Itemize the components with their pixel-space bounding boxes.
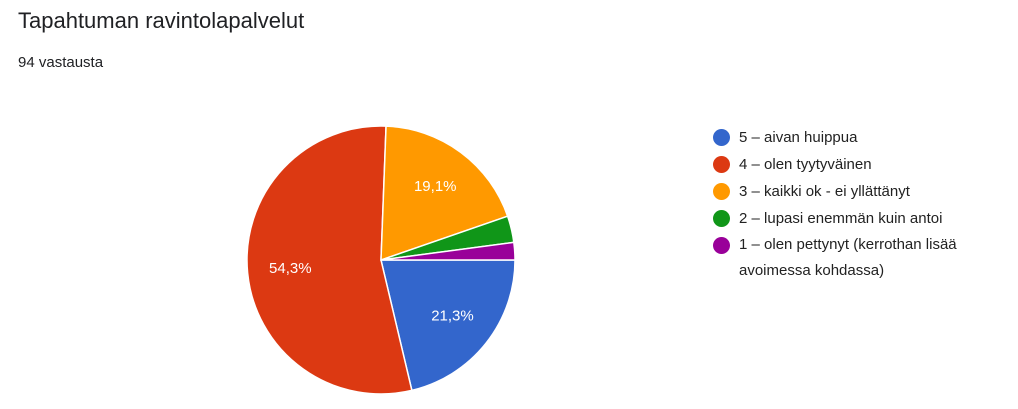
legend-item: 2 – lupasi enemmän kuin antoi bbox=[713, 205, 1013, 232]
legend-label: 2 – lupasi enemmän kuin antoi bbox=[739, 210, 943, 227]
pie-slice bbox=[380, 259, 516, 392]
legend-label: 5 – aivan huippua bbox=[739, 129, 858, 146]
pie-slice bbox=[246, 125, 413, 395]
pie-slice bbox=[380, 241, 516, 261]
legend-item: 3 – kaikki ok - ei yllättänyt bbox=[713, 178, 1013, 205]
legend-label: 1 – olen pettynyt (kerrothan lisää avoim… bbox=[739, 236, 957, 279]
legend-swatch bbox=[713, 183, 730, 200]
legend-swatch bbox=[713, 156, 730, 173]
slice-label: 21,3% bbox=[431, 307, 474, 324]
slice-label: 54,3% bbox=[269, 260, 312, 277]
chart-subtitle: 94 vastausta bbox=[18, 54, 104, 71]
slice-label: 19,1% bbox=[414, 178, 457, 195]
legend-label: 3 – kaikki ok - ei yllättänyt bbox=[739, 183, 910, 200]
legend-item: 4 – olen tyytyväinen bbox=[713, 151, 1013, 178]
legend-swatch bbox=[713, 210, 730, 227]
legend: 5 – aivan huippua 4 – olen tyytyväinen 3 –… bbox=[713, 124, 1013, 284]
legend-item: 5 – aivan huippua bbox=[713, 124, 1013, 151]
chart-title: Tapahtuman ravintolapalvelut bbox=[18, 8, 305, 33]
legend-swatch bbox=[713, 237, 730, 254]
legend-swatch bbox=[713, 129, 730, 146]
legend-item: 1 – olen pettynyt (kerrothan lisää avoim… bbox=[713, 232, 1013, 284]
legend-label: 4 – olen tyytyväinen bbox=[739, 156, 872, 173]
